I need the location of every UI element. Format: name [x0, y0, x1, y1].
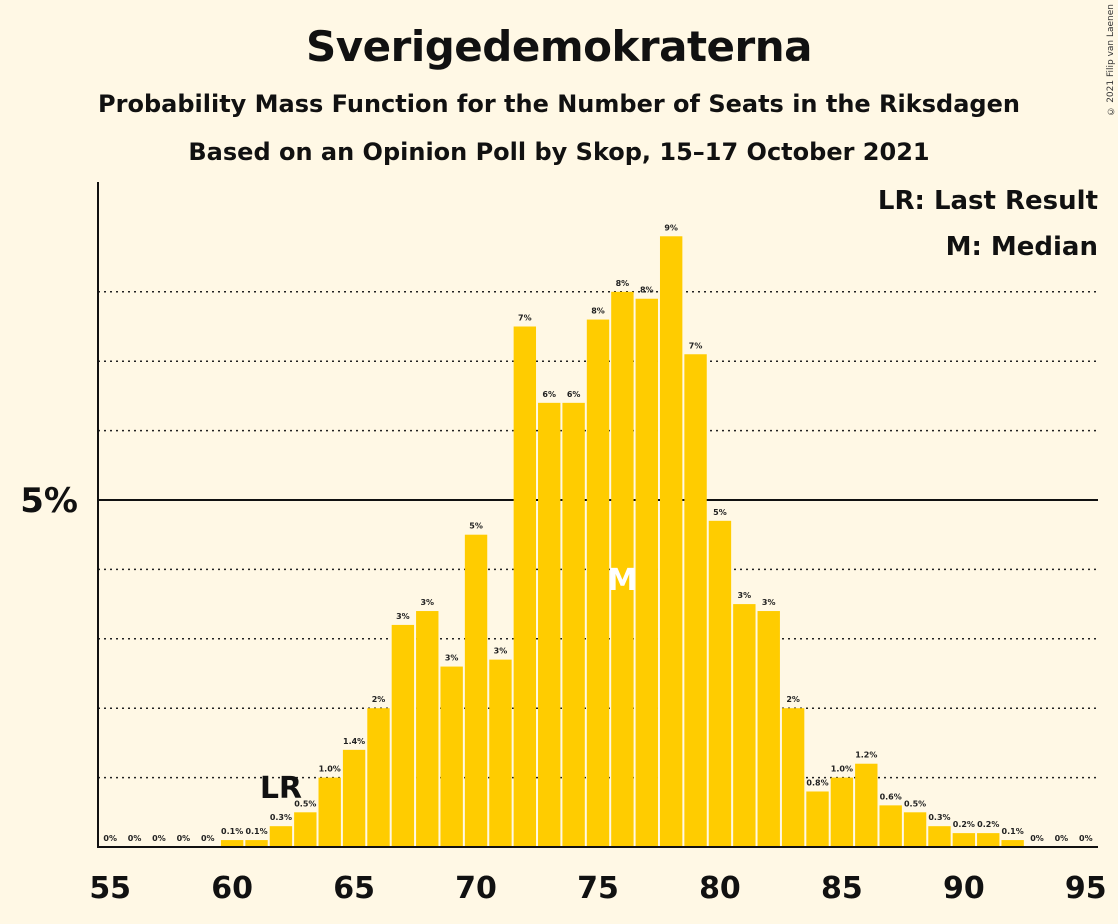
bar	[733, 604, 756, 847]
bar-value-label: 0%	[1055, 834, 1069, 843]
bar	[245, 840, 268, 847]
x-tick-label: 90	[943, 871, 985, 906]
legend-median: M: Median	[945, 232, 1098, 262]
bar-value-label: 0.8%	[806, 778, 828, 787]
bar-value-label: 0.1%	[1002, 827, 1024, 836]
bar	[269, 826, 293, 847]
bar	[220, 840, 244, 847]
bar-value-label: 6%	[542, 390, 556, 399]
bar	[586, 319, 610, 847]
bar-value-label: 3%	[494, 647, 508, 656]
bar-value-label: 0.1%	[245, 827, 267, 836]
bar	[318, 777, 341, 847]
legend-last-result: LR: Last Result	[877, 186, 1098, 216]
bar-value-label: 0.5%	[904, 799, 926, 808]
bar-value-label: 0.3%	[928, 813, 950, 822]
bar-value-label: 8%	[640, 286, 654, 295]
bar-value-label: 0%	[152, 834, 166, 843]
bar	[635, 298, 658, 847]
bar-value-label: 0%	[201, 834, 215, 843]
bar-value-label: 0.5%	[294, 799, 316, 808]
x-tick-label: 80	[699, 871, 741, 906]
bar	[928, 826, 951, 847]
bar	[489, 659, 512, 847]
bar-value-label: 2%	[786, 695, 800, 704]
bar-value-label: 3%	[738, 591, 752, 600]
bar	[562, 402, 585, 847]
bar	[367, 708, 390, 847]
bar-value-label: 3%	[420, 598, 434, 607]
bar-value-label: 0%	[103, 834, 117, 843]
bar	[830, 777, 854, 847]
bar	[879, 805, 902, 847]
bar-value-label: 1.2%	[855, 751, 877, 760]
bar	[659, 236, 683, 847]
bar-value-label: 7%	[518, 314, 532, 323]
bar	[781, 708, 805, 847]
chart-subtitle-poll: Based on an Opinion Poll by Skop, 15–17 …	[188, 138, 930, 166]
bar-value-label: 8%	[591, 307, 605, 316]
bar	[342, 749, 366, 847]
bar-value-label: 3%	[445, 654, 459, 663]
x-tick-label: 60	[211, 871, 253, 906]
x-tick-label: 65	[333, 871, 375, 906]
bar-value-label: 6%	[567, 390, 581, 399]
bar	[977, 833, 1000, 847]
chart-title: Sverigedemokraterna	[306, 22, 812, 71]
bar	[708, 520, 732, 847]
last-result-marker: LR	[260, 771, 302, 806]
bar-value-label: 0%	[1030, 834, 1044, 843]
bar	[294, 812, 317, 847]
bar	[391, 624, 415, 847]
bar	[952, 833, 976, 847]
x-tick-label: 55	[89, 871, 131, 906]
bar-value-label: 0%	[177, 834, 191, 843]
bar	[416, 611, 439, 847]
bar-value-label: 0%	[128, 834, 142, 843]
bar-value-label: 0.6%	[880, 792, 902, 801]
bar-value-label: 3%	[396, 612, 410, 621]
bar	[903, 812, 927, 847]
bar	[757, 611, 780, 847]
bar-value-label: 5%	[469, 522, 483, 531]
x-tick-label: 85	[821, 871, 863, 906]
median-marker: M	[607, 563, 637, 598]
x-tick-label: 70	[455, 871, 497, 906]
bar	[513, 326, 537, 847]
chart-subtitle: Probability Mass Function for the Number…	[98, 90, 1020, 118]
bar	[806, 791, 829, 847]
bar-value-label: 9%	[664, 223, 678, 232]
bar-value-label: 8%	[616, 279, 630, 288]
bar-value-label: 5%	[713, 508, 727, 517]
bar-value-label: 0.2%	[953, 820, 975, 829]
x-tick-label: 75	[577, 871, 619, 906]
x-tick-label: 95	[1065, 871, 1107, 906]
y-tick-label: 5%	[20, 481, 78, 521]
bar-value-label: 0%	[1079, 834, 1093, 843]
bar-value-label: 3%	[762, 598, 776, 607]
bar	[611, 291, 634, 847]
bar-value-label: 7%	[689, 341, 703, 350]
bar	[1001, 840, 1024, 847]
bar-value-label: 0.2%	[977, 820, 999, 829]
bar-value-label: 2%	[372, 695, 386, 704]
bar-value-label: 1.0%	[319, 765, 341, 774]
bar-value-label: 1.4%	[343, 737, 365, 746]
bar-value-label: 0.3%	[270, 813, 292, 822]
bar	[684, 354, 707, 847]
bar	[464, 534, 488, 847]
bar-value-label: 1.0%	[831, 765, 853, 774]
bar	[440, 666, 463, 847]
bar-value-label: 0.1%	[221, 827, 243, 836]
bar	[855, 763, 878, 847]
bar	[538, 402, 561, 847]
